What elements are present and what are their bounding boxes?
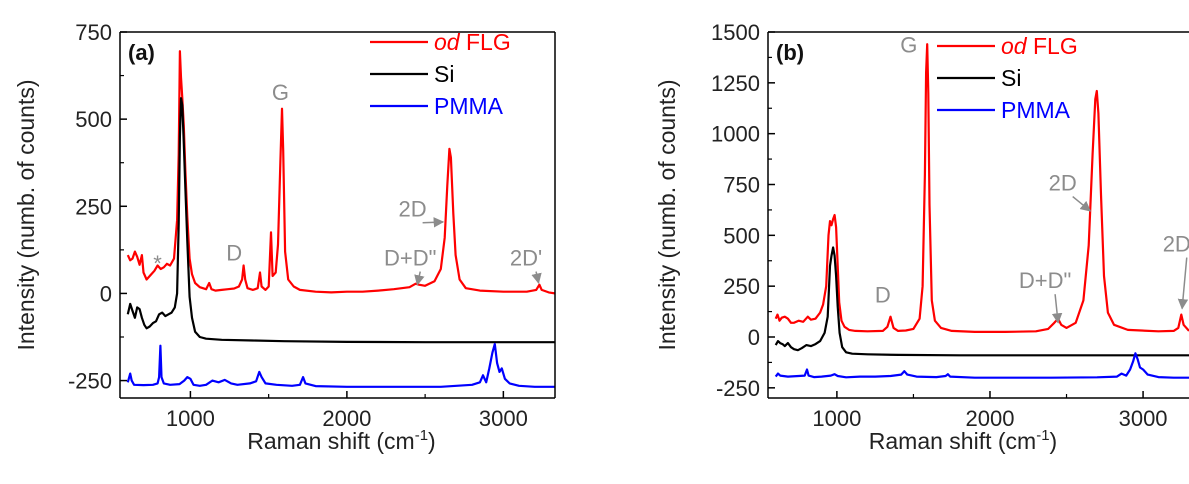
y-tick-label: 1000 xyxy=(711,122,760,147)
annotation-arrow xyxy=(414,271,425,286)
legend-label: od FLG xyxy=(434,29,511,55)
x-tick-label: 2000 xyxy=(322,406,371,431)
peak-annotation: D+D" xyxy=(384,246,436,271)
y-tick-label: -250 xyxy=(716,376,760,401)
y-tick-label: 0 xyxy=(100,281,112,306)
y-tick-label: 750 xyxy=(723,173,760,198)
chart-panel-a: -250 0 250 500 750 1000 2000 3000 Intensity (num… xyxy=(13,20,556,454)
y-tick-label: 500 xyxy=(723,223,760,248)
peak-annotation: 2D xyxy=(1163,232,1189,257)
y-tick-label: 1500 xyxy=(711,20,760,45)
y-tick-label: 1250 xyxy=(711,71,760,96)
annotation-arrow xyxy=(531,271,542,284)
y-tick-label: 0 xyxy=(748,325,760,350)
x-axis-label: Raman shift (cm-1) xyxy=(869,427,1057,454)
y-tick-label: 750 xyxy=(75,20,112,45)
panel-label: (a) xyxy=(128,40,155,65)
legend-label: Si xyxy=(1001,65,1021,91)
x-tick-label: 3000 xyxy=(1119,406,1168,431)
peak-annotation: G xyxy=(272,80,289,105)
peak-annotation: G xyxy=(900,32,917,57)
x-tick-label: 3000 xyxy=(479,406,528,431)
panel-label: (b) xyxy=(776,40,804,65)
legend-label: Si xyxy=(434,61,454,87)
chart-panel-b: -250 0 250 500 750 1000 1250 1500 1000 2000 3000 In… xyxy=(654,20,1189,454)
peak-annotation: D xyxy=(875,282,891,307)
peak-annotation: 2D xyxy=(1049,171,1077,196)
y-tick-label: -250 xyxy=(68,369,112,394)
series-line-pmma xyxy=(126,342,555,388)
peak-annotation: D xyxy=(226,240,242,265)
legend-label: od FLG xyxy=(1001,33,1078,59)
legend-label: PMMA xyxy=(1001,97,1071,123)
x-tick-label: 1000 xyxy=(812,406,861,431)
annotation-arrow xyxy=(1177,257,1189,310)
x-tick-label: 2000 xyxy=(966,406,1015,431)
y-tick-label: 250 xyxy=(723,274,760,299)
y-tick-label: 250 xyxy=(75,194,112,219)
legend-label: PMMA xyxy=(434,93,504,119)
peak-annotation: 2D xyxy=(399,197,427,222)
x-axis-label: Raman shift (cm-1) xyxy=(247,427,435,454)
peak-annotation: 2D' xyxy=(510,246,542,271)
series-line-si xyxy=(126,97,555,344)
series-line-od-flg xyxy=(126,50,555,295)
y-tick-label: 500 xyxy=(75,107,112,132)
series-line-od-flg xyxy=(774,43,1189,333)
series-line-pmma xyxy=(774,352,1189,379)
y-axis-label: Intensity (numb. of counts) xyxy=(654,79,680,350)
y-axis-label: Intensity (numb. of counts) xyxy=(13,79,39,350)
x-tick-label: 1000 xyxy=(166,406,215,431)
peak-annotation: * xyxy=(153,251,162,276)
annotation-arrow xyxy=(1051,294,1063,324)
peak-annotation: D+D" xyxy=(1019,268,1071,293)
annotation-arrow xyxy=(1072,196,1092,212)
annotation-arrow xyxy=(422,217,445,228)
series-line-si xyxy=(774,246,1189,357)
